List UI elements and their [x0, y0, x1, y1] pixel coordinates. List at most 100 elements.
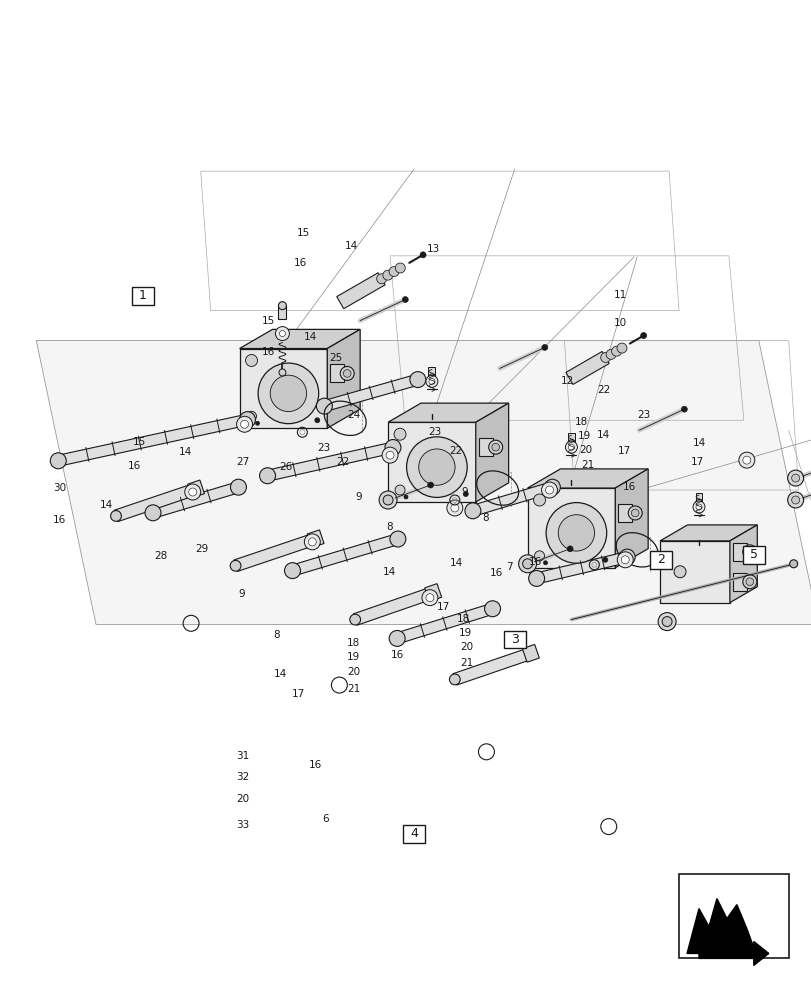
Circle shape: [567, 440, 574, 447]
Circle shape: [742, 575, 756, 589]
Text: 26: 26: [279, 462, 293, 472]
Circle shape: [446, 500, 462, 516]
Polygon shape: [353, 588, 431, 625]
Circle shape: [230, 479, 246, 495]
Circle shape: [692, 501, 704, 513]
Circle shape: [449, 674, 460, 685]
FancyBboxPatch shape: [678, 874, 787, 958]
Text: 29: 29: [195, 544, 208, 554]
Text: 21: 21: [581, 460, 594, 470]
Text: 9: 9: [238, 589, 245, 599]
Circle shape: [640, 333, 646, 339]
Text: 12: 12: [560, 376, 573, 386]
Text: 14: 14: [303, 332, 317, 342]
Circle shape: [350, 614, 360, 625]
Text: 22: 22: [597, 385, 610, 395]
Circle shape: [406, 437, 466, 497]
Text: 14: 14: [692, 438, 705, 448]
Circle shape: [245, 354, 257, 366]
Polygon shape: [732, 543, 746, 561]
Circle shape: [745, 578, 753, 586]
Circle shape: [388, 267, 398, 277]
Polygon shape: [327, 329, 360, 428]
Circle shape: [389, 531, 406, 547]
Polygon shape: [428, 367, 435, 377]
Text: 14: 14: [596, 430, 609, 440]
Circle shape: [383, 496, 392, 504]
Text: 18: 18: [457, 614, 470, 624]
Circle shape: [695, 504, 702, 510]
Polygon shape: [234, 534, 314, 571]
Circle shape: [546, 503, 606, 563]
Circle shape: [745, 548, 753, 556]
Text: 13: 13: [427, 244, 440, 254]
Circle shape: [791, 496, 799, 504]
Polygon shape: [567, 433, 574, 443]
Circle shape: [628, 506, 642, 520]
Circle shape: [695, 500, 702, 506]
Circle shape: [401, 297, 408, 303]
Circle shape: [661, 617, 672, 627]
Circle shape: [422, 590, 437, 606]
Text: 14: 14: [449, 558, 462, 568]
FancyBboxPatch shape: [402, 825, 424, 843]
Circle shape: [789, 560, 796, 568]
Circle shape: [410, 372, 425, 388]
Circle shape: [394, 485, 405, 495]
Circle shape: [605, 349, 616, 359]
Text: 30: 30: [53, 483, 67, 493]
Circle shape: [742, 545, 756, 559]
Circle shape: [564, 441, 577, 453]
Polygon shape: [36, 341, 811, 625]
Text: 21: 21: [460, 658, 473, 668]
Text: 16: 16: [622, 482, 635, 492]
Polygon shape: [388, 422, 475, 502]
Text: 9: 9: [461, 487, 467, 497]
Circle shape: [395, 263, 405, 273]
Circle shape: [239, 412, 255, 428]
Polygon shape: [617, 504, 632, 522]
Polygon shape: [269, 443, 391, 480]
Circle shape: [491, 443, 499, 451]
Polygon shape: [698, 941, 768, 965]
Text: 32: 32: [236, 772, 249, 782]
Circle shape: [488, 440, 502, 454]
FancyBboxPatch shape: [132, 287, 154, 305]
Circle shape: [188, 488, 196, 496]
Circle shape: [631, 509, 638, 517]
Text: 14: 14: [179, 447, 192, 457]
Circle shape: [518, 555, 536, 573]
Polygon shape: [478, 438, 492, 456]
Text: 16: 16: [391, 650, 404, 660]
Circle shape: [379, 491, 397, 509]
Text: 10: 10: [613, 318, 626, 328]
Circle shape: [611, 346, 620, 356]
Polygon shape: [60, 415, 246, 465]
Text: 15: 15: [132, 437, 145, 447]
Text: 6: 6: [321, 814, 328, 824]
Text: 16: 16: [308, 760, 322, 770]
Circle shape: [533, 494, 545, 506]
Text: 20: 20: [236, 794, 249, 804]
Circle shape: [534, 551, 544, 561]
Circle shape: [145, 505, 161, 521]
Circle shape: [393, 428, 406, 440]
Circle shape: [279, 331, 285, 337]
Polygon shape: [659, 525, 757, 541]
Circle shape: [619, 549, 634, 565]
Polygon shape: [695, 493, 702, 503]
Polygon shape: [453, 649, 529, 685]
Text: 8: 8: [482, 513, 488, 523]
Text: 27: 27: [236, 457, 249, 467]
Polygon shape: [686, 899, 768, 953]
Circle shape: [418, 449, 454, 485]
Circle shape: [275, 327, 289, 341]
Text: 17: 17: [436, 602, 449, 612]
Text: 19: 19: [346, 652, 359, 662]
Circle shape: [185, 484, 200, 500]
Polygon shape: [278, 306, 286, 319]
Circle shape: [522, 559, 531, 568]
Circle shape: [545, 486, 553, 494]
Text: 21: 21: [346, 684, 359, 694]
Text: 14: 14: [344, 241, 357, 251]
